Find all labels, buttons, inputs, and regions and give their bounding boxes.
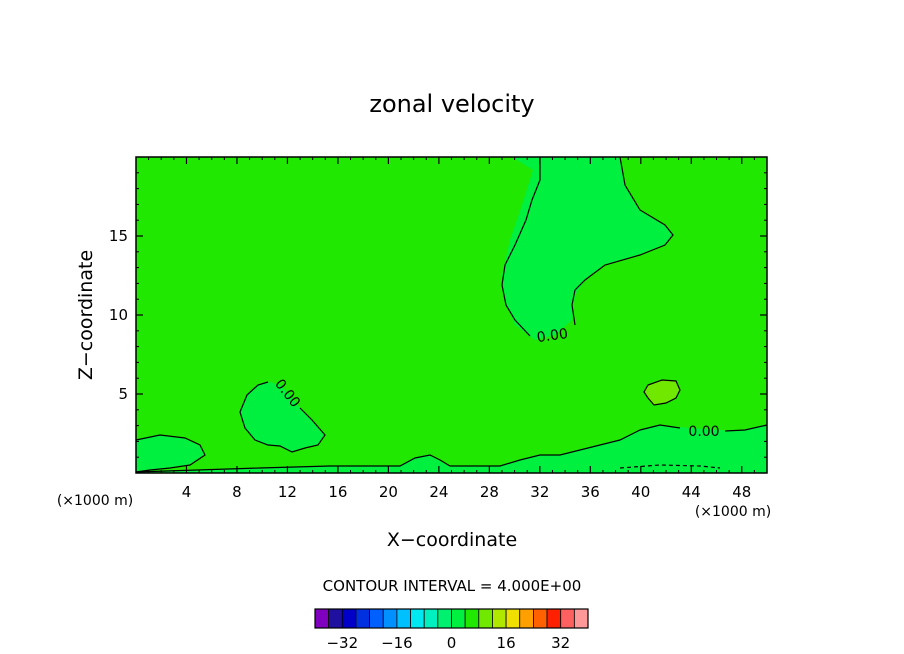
contour-label-upper: 0.00 <box>536 326 569 346</box>
x-tick-label: 28 <box>480 483 499 501</box>
contour-line-zero-left <box>135 434 206 473</box>
colorbar-swatch <box>369 608 384 629</box>
x-tick-label: 4 <box>182 483 192 501</box>
colorbar-swatch <box>560 608 575 629</box>
y-axis-label: Z−coordinate <box>75 250 97 380</box>
colorbar-tick-label: 16 <box>497 634 516 652</box>
colorbar-tick-label: 0 <box>447 634 457 652</box>
colorbar-swatch <box>314 608 330 629</box>
colorbar-swatch <box>437 608 452 629</box>
x-tick-label: 20 <box>379 483 398 501</box>
colorbar-swatch <box>451 608 466 629</box>
colorbar-tick-label: −32 <box>326 634 358 652</box>
contour-label-right: 0.00 <box>688 424 719 440</box>
positive-region-left <box>136 435 205 472</box>
positive-region-hill <box>240 382 325 452</box>
x-tick-label: 36 <box>581 483 600 501</box>
contour-line-zero-upper <box>501 156 674 337</box>
x-tick-label: 44 <box>682 483 701 501</box>
x-tick-label: 40 <box>631 483 650 501</box>
colorbar-swatch <box>341 608 357 629</box>
colorbar-ticks: −32 −16 0 16 32 <box>326 634 570 652</box>
y-tick-label: 15 <box>109 227 128 245</box>
colorbar-swatch <box>423 608 439 629</box>
contour-line-zero-hill <box>239 381 326 453</box>
y-tick-label: 5 <box>118 385 128 403</box>
positive-region-bottom <box>136 425 767 473</box>
y-tick-label: 10 <box>109 306 128 324</box>
contour-line-zero-right <box>724 424 768 432</box>
x-tick-label: 48 <box>732 483 751 501</box>
y-unit-label: (×1000 m) <box>57 493 133 509</box>
plot-background <box>136 157 767 473</box>
colorbar-frame <box>314 608 589 629</box>
colorbar-swatch <box>396 608 411 629</box>
positive-region-upper <box>502 157 673 340</box>
colorbar <box>314 608 589 629</box>
x-tick-label: 8 <box>232 483 242 501</box>
colorbar-swatch <box>328 608 343 629</box>
colorbar-swatch <box>573 608 589 629</box>
x-tick-label: 24 <box>429 483 448 501</box>
x-axis-ticks: 4 8 12 16 20 24 28 32 36 40 44 48 <box>148 157 755 501</box>
high-region <box>644 380 680 405</box>
colorbar-tick-label: 32 <box>551 634 570 652</box>
x-tick-label: 32 <box>530 483 549 501</box>
colorbar-swatch <box>505 608 521 629</box>
x-tick-label: 16 <box>328 483 347 501</box>
x-axis-label: X−coordinate <box>387 529 517 551</box>
colorbar-swatch <box>519 608 534 629</box>
colorbar-swatch <box>546 608 562 629</box>
chart-title: zonal velocity <box>369 90 534 118</box>
y-axis-ticks: 5 10 15 <box>109 172 767 458</box>
colorbar-tick-label: −16 <box>381 634 413 652</box>
colorbar-swatch <box>382 608 398 629</box>
colorbar-swatch <box>492 608 507 629</box>
x-tick-label: 12 <box>278 483 297 501</box>
colorbar-swatch <box>410 608 425 629</box>
contour-line-high <box>643 379 681 406</box>
contour-interval-text: CONTOUR INTERVAL = 4.000E+00 <box>323 577 582 595</box>
colorbar-swatch <box>464 608 480 629</box>
contour-regions <box>136 157 767 473</box>
colorbar-swatch <box>478 608 493 629</box>
x-unit-label: (×1000 m) <box>695 504 771 520</box>
colorbar-swatch <box>533 608 548 629</box>
colorbar-swatch <box>355 608 371 629</box>
